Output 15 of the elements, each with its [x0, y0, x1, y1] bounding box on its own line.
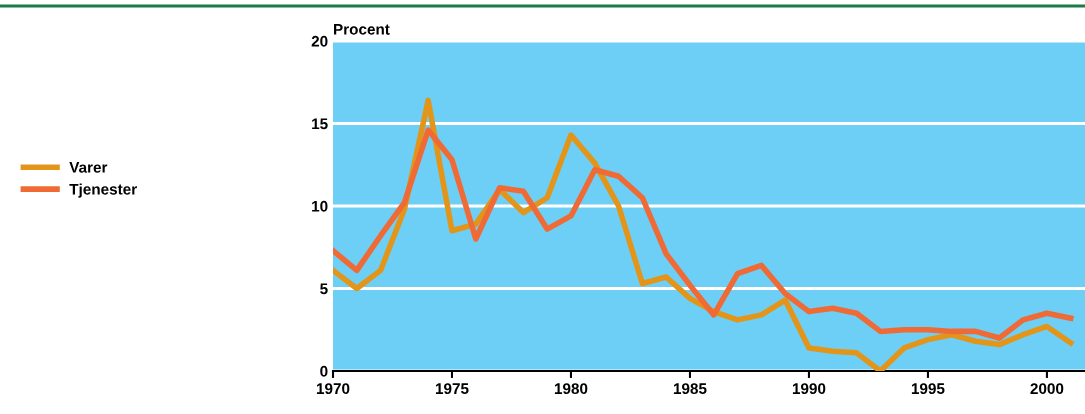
y-tick-label: 20 — [311, 35, 328, 47]
x-tick-label: 2000 — [1030, 383, 1064, 395]
y-tick-label: 5 — [320, 283, 328, 295]
x-tick-label: 1970 — [316, 383, 350, 395]
legend-label: Tjenester — [69, 183, 137, 198]
x-tick-label: 1985 — [673, 383, 707, 395]
y-axis-title: Procent — [334, 24, 390, 35]
y-tick-label: 0 — [320, 365, 328, 377]
x-tick-label: 1990 — [792, 383, 826, 395]
y-tick-label: 15 — [312, 118, 328, 130]
x-tick-label: 1975 — [435, 383, 469, 395]
legend-label: Varer — [69, 162, 108, 173]
x-tick-label: 1980 — [554, 383, 588, 395]
y-tick-label: 10 — [312, 200, 328, 212]
x-tick-label: 1995 — [911, 383, 945, 395]
